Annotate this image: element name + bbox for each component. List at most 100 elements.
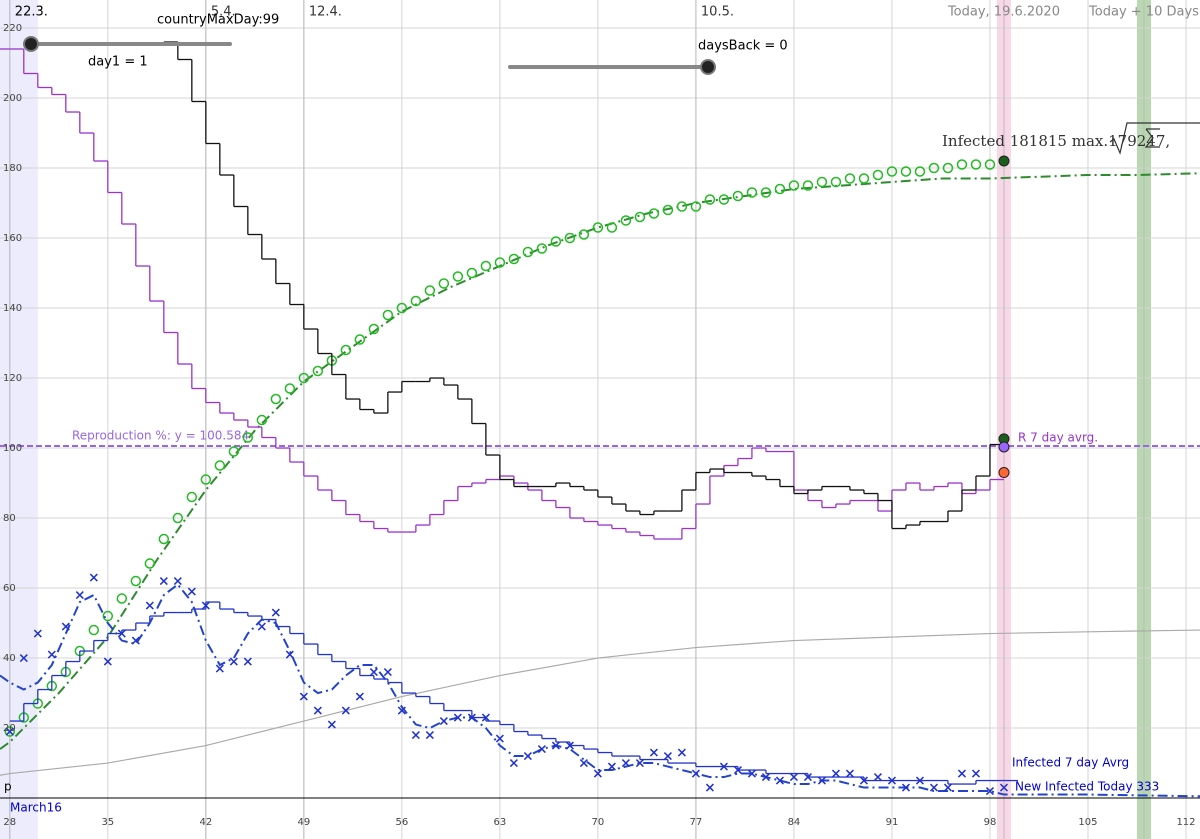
point (410, 295, 422, 307)
point (102, 610, 114, 622)
cross (551, 741, 560, 750)
slider-label: day1 = 1 (88, 55, 148, 70)
point (494, 257, 506, 268)
point (900, 166, 912, 177)
point (438, 278, 450, 289)
cross (859, 776, 868, 785)
cross (565, 741, 574, 750)
cross (733, 766, 742, 775)
slider-label: daysBack = 0 (698, 39, 788, 54)
point (508, 253, 520, 265)
date-label: Today + 10 Days (1088, 5, 1199, 20)
y-tick-label: 80 (3, 513, 16, 524)
cross (271, 608, 280, 617)
cross (215, 664, 224, 673)
cross (621, 759, 630, 768)
point (172, 512, 184, 524)
point (452, 271, 464, 282)
point (718, 194, 730, 205)
cross (61, 622, 70, 631)
point (368, 323, 380, 335)
cross (467, 713, 476, 722)
point (704, 194, 716, 205)
cross (537, 745, 546, 754)
cross (663, 752, 672, 761)
cross (831, 769, 840, 778)
date-label: 12.4. (309, 5, 342, 20)
cross (411, 731, 420, 740)
slider-knob[interactable] (700, 59, 716, 75)
point (914, 166, 926, 177)
step-riser (177, 42, 991, 529)
cross (817, 776, 826, 785)
point (942, 162, 954, 174)
y-tick-label: 60 (3, 583, 16, 594)
annotation: New Infected Today 333 (1015, 780, 1159, 794)
point (886, 166, 898, 177)
point (620, 215, 632, 226)
cross (985, 787, 994, 796)
point (536, 243, 548, 254)
cross (635, 759, 644, 768)
cross (299, 692, 308, 701)
cross (677, 748, 686, 757)
cross (691, 769, 700, 778)
x-tick-label: 98 (984, 817, 997, 828)
cross (285, 650, 294, 659)
cross (19, 654, 28, 663)
cross (117, 629, 126, 638)
point (88, 624, 100, 636)
cross (5, 727, 14, 736)
point (354, 334, 366, 345)
x-tick-label: 84 (788, 817, 801, 828)
x-tick-label: 28 (3, 817, 16, 828)
cross (145, 601, 154, 610)
radical-sign (1109, 122, 1200, 155)
cross (327, 720, 336, 729)
cross (761, 773, 770, 782)
cross (901, 783, 910, 792)
cross (341, 706, 350, 715)
point (130, 575, 142, 587)
cross (75, 591, 84, 600)
cross (649, 748, 658, 757)
cross (369, 668, 378, 677)
point (928, 162, 940, 174)
date-label: 22.3. (15, 5, 48, 20)
point (214, 460, 226, 471)
cross (845, 769, 854, 778)
point (270, 393, 282, 405)
point (732, 190, 744, 202)
cross (579, 759, 588, 768)
point (186, 491, 198, 503)
y-tick-label: 120 (3, 373, 22, 384)
y-tick-label: 180 (3, 163, 22, 174)
cross (33, 629, 42, 638)
y-tick-label: 20 (3, 723, 16, 734)
cross (789, 773, 798, 782)
point (522, 246, 534, 258)
date-label: 5.4. (211, 5, 236, 20)
cross (747, 769, 756, 778)
cross (425, 731, 434, 740)
point (844, 173, 856, 184)
point (466, 267, 478, 279)
series-line (0, 583, 1200, 798)
marker (998, 441, 1010, 453)
point (648, 208, 660, 219)
point (830, 176, 842, 188)
point (872, 169, 884, 181)
x-tick-label: 112 (1176, 817, 1195, 828)
point (984, 159, 996, 170)
cross (873, 773, 882, 782)
x-tick-label: 105 (1078, 817, 1097, 828)
cross (187, 587, 196, 596)
x-tick-label: 77 (690, 817, 703, 828)
cross (229, 657, 238, 666)
marker (998, 155, 1010, 167)
cross (103, 657, 112, 666)
annotation: R 7 day avrg. (1018, 431, 1098, 445)
slider-knob[interactable] (23, 36, 39, 52)
cross (383, 668, 392, 677)
